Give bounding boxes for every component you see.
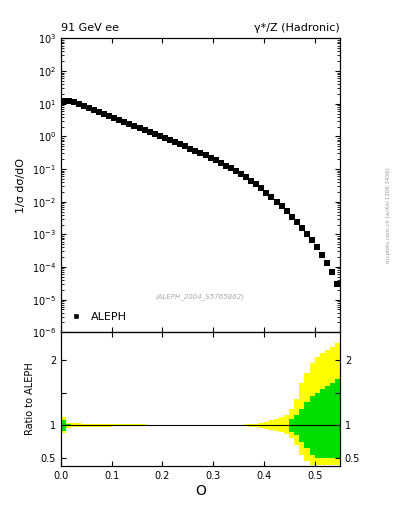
Point	[182, 142, 188, 151]
X-axis label: O: O	[195, 483, 206, 498]
Point	[268, 193, 275, 201]
Text: (ALEPH_2004_S5765862): (ALEPH_2004_S5765862)	[156, 294, 245, 301]
Point	[187, 144, 193, 153]
Point	[279, 202, 285, 210]
Point	[223, 161, 229, 169]
Point	[304, 230, 310, 239]
Point	[172, 138, 178, 146]
Point	[126, 120, 132, 128]
Point	[147, 127, 153, 136]
Point	[65, 96, 72, 104]
Point	[116, 116, 122, 124]
Point	[238, 170, 244, 178]
Point	[294, 218, 300, 226]
Point	[274, 198, 280, 206]
Point	[157, 132, 163, 140]
Point	[136, 123, 143, 132]
Y-axis label: 1/σ dσ/dO: 1/σ dσ/dO	[16, 158, 26, 213]
Point	[81, 102, 87, 110]
Point	[162, 134, 168, 142]
Legend: ALEPH: ALEPH	[66, 308, 131, 327]
Point	[253, 180, 259, 188]
Point	[283, 207, 290, 216]
Point	[243, 173, 249, 181]
Point	[202, 152, 209, 160]
Point	[101, 110, 107, 118]
Point	[263, 188, 270, 197]
Text: 91 GeV ee: 91 GeV ee	[61, 23, 119, 33]
Point	[208, 154, 214, 162]
Point	[228, 164, 234, 173]
Point	[177, 140, 183, 148]
Point	[314, 243, 320, 251]
Text: γ*/Z (Hadronic): γ*/Z (Hadronic)	[254, 23, 340, 33]
Point	[233, 167, 239, 175]
Point	[213, 156, 219, 164]
Point	[309, 237, 315, 245]
Point	[324, 259, 331, 267]
Point	[329, 268, 336, 276]
Point	[111, 114, 118, 122]
Point	[70, 98, 77, 106]
Y-axis label: Ratio to ALEPH: Ratio to ALEPH	[25, 362, 35, 436]
Point	[197, 149, 204, 157]
Point	[334, 280, 341, 288]
Point	[60, 97, 66, 105]
Point	[218, 159, 224, 167]
Point	[299, 224, 305, 232]
Point	[106, 112, 112, 120]
Point	[248, 177, 254, 185]
Point	[86, 104, 92, 112]
Point	[96, 108, 102, 116]
Point	[167, 136, 173, 144]
Point	[141, 125, 148, 134]
Point	[288, 212, 295, 221]
Point	[258, 184, 264, 192]
Point	[131, 122, 138, 130]
Point	[152, 130, 158, 138]
Text: mcplots.cern.ch [arXiv:1306.3436]: mcplots.cern.ch [arXiv:1306.3436]	[386, 167, 391, 263]
Point	[75, 100, 82, 109]
Point	[319, 251, 325, 259]
Point	[192, 147, 198, 155]
Point	[121, 118, 127, 126]
Point	[91, 106, 97, 114]
